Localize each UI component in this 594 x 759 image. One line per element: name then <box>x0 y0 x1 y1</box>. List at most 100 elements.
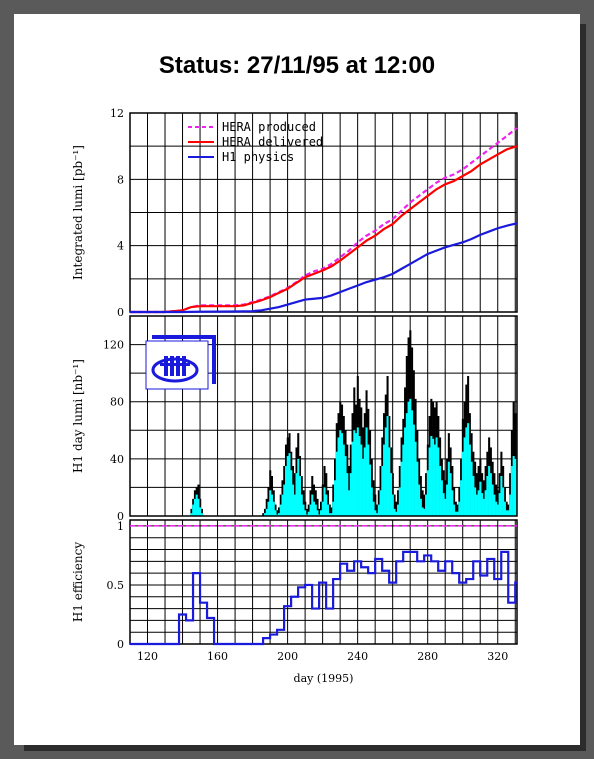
day-lumi-cyan-bar <box>339 430 342 516</box>
day-lumi-cyan-bar <box>453 504 456 516</box>
day-lumi-cyan-bar <box>265 508 268 516</box>
day-lumi-cyan-bar <box>509 494 512 516</box>
day-lumi-cyan-bar <box>423 508 426 516</box>
day-lumi-cyan-bar <box>393 508 396 516</box>
day-lumi-bar <box>395 501 398 516</box>
day-lumi-cyan-bar <box>409 398 412 516</box>
x-tick-label: 200 <box>277 650 298 663</box>
day-lumi-cyan-bar <box>383 444 386 516</box>
day-lumi-bar <box>327 490 330 516</box>
day-lumi-bar <box>496 490 499 516</box>
series-line-h1-physics <box>130 222 518 314</box>
series-line-hera-produced <box>130 127 518 314</box>
day-lumi-cyan-bar <box>193 498 196 516</box>
day-lumi-cyan-bar <box>377 504 380 516</box>
day-lumi-cyan-bar <box>449 473 452 516</box>
day-lumi-cyan-bar <box>388 447 391 516</box>
legend-entry-label: HERA delivered <box>222 135 323 149</box>
day-lumi-cyan-bar <box>286 456 289 516</box>
day-lumi-cyan-bar <box>309 504 312 516</box>
y-tick-label: 12 <box>110 107 124 120</box>
day-lumi-cyan-bar <box>384 427 387 516</box>
day-lumi-cyan-bar <box>502 487 505 516</box>
y-tick-label: 0 <box>117 306 124 319</box>
day-lumi-cyan-bar <box>416 461 419 516</box>
day-lumi-cyan-bar <box>491 484 494 516</box>
day-lumi-cyan-bar <box>288 453 291 516</box>
day-lumi-cyan-bar <box>353 430 356 516</box>
day-lumi-bar <box>277 507 281 516</box>
day-lumi-bar <box>421 490 424 516</box>
day-lumi-bar <box>495 484 498 516</box>
day-lumi-bar <box>309 490 312 516</box>
y-tick-label: 120 <box>103 339 124 352</box>
day-lumi-cyan-bar <box>298 476 302 516</box>
day-lumi-cyan-bar <box>344 456 347 516</box>
chart-title: Status: 27/11/95 at 12:00 <box>158 52 436 79</box>
day-lumi-cyan-bar <box>460 480 463 516</box>
day-lumi-bar <box>456 504 459 516</box>
day-lumi-cyan-bar <box>458 501 461 516</box>
y-tick-label: 0 <box>117 638 124 651</box>
x-tick-label: 320 <box>487 650 508 663</box>
day-lumi-bar <box>397 490 400 516</box>
day-lumi-cyan-bar <box>439 466 442 516</box>
day-lumi-cyan-bar <box>195 494 198 516</box>
day-lumi-bar <box>302 490 305 516</box>
day-lumi-cyan-bar <box>290 470 293 516</box>
day-lumi-cyan-bar <box>335 451 338 516</box>
day-lumi-cyan-bar <box>349 473 352 516</box>
day-lumi-bar <box>509 473 512 516</box>
day-lumi-cyan-bar <box>456 511 459 516</box>
day-lumi-cyan-bar <box>400 461 403 516</box>
day-lumi-cyan-bar <box>404 427 407 516</box>
x-tick-label: 160 <box>207 650 228 663</box>
day-lumi-cyan-bar <box>470 461 473 516</box>
day-lumi-cyan-bar <box>474 487 477 516</box>
day-lumi-cyan-bar <box>426 470 429 516</box>
day-lumi-cyan-bar <box>477 490 480 516</box>
day-lumi-cyan-bar <box>341 433 344 516</box>
day-lumi-cyan-bar <box>337 437 340 516</box>
day-lumi-cyan-bar <box>376 513 379 516</box>
day-lumi-cyan-bar <box>446 484 449 516</box>
day-lumi-cyan-bar <box>304 510 307 516</box>
y-tick-label: 0.5 <box>107 579 125 592</box>
logo-corner-bar <box>152 335 216 384</box>
day-lumi-cyan-bar <box>346 473 349 516</box>
day-lumi-cyan-bar <box>472 476 475 516</box>
legend-entry-label: H1 physics <box>222 150 294 164</box>
day-lumi-cyan-bar <box>463 437 466 516</box>
day-lumi-cyan-bar <box>465 427 468 516</box>
day-lumi-cyan-bar <box>433 444 436 516</box>
day-lumi-bar <box>321 484 324 516</box>
day-lumi-bar <box>276 510 279 516</box>
page-shadow-right <box>580 24 586 751</box>
day-lumi-bar <box>505 501 508 516</box>
y-tick-label: 8 <box>117 173 124 186</box>
day-lumi-cyan-bar <box>475 494 478 516</box>
day-lumi-cyan-bar <box>314 504 317 516</box>
day-lumi-cyan-bar <box>295 473 298 516</box>
day-lumi-cyan-bar <box>481 493 484 516</box>
day-lumi-bar <box>425 473 428 516</box>
day-lumi-cyan-bar <box>493 494 496 516</box>
day-lumi-cyan-bar <box>321 501 324 516</box>
day-lumi-bar <box>305 508 309 516</box>
y-axis-label-efficiency: H1 efficiency <box>71 542 85 622</box>
day-lumi-cyan-bar <box>367 444 370 516</box>
day-lumi-cyan-bar <box>263 513 267 516</box>
day-lumi-cyan-bar <box>365 427 368 516</box>
y-axis-label-integrated: Integrated lumi [pb⁻¹] <box>71 145 85 280</box>
day-lumi-cyan-bar <box>312 501 316 516</box>
day-lumi-cyan-bar <box>432 438 435 516</box>
day-lumi-cyan-bar <box>281 494 284 516</box>
day-lumi-cyan-bar <box>279 504 282 516</box>
day-lumi-cyan-bar <box>498 493 501 516</box>
day-lumi-cyan-bar <box>495 501 498 516</box>
day-lumi-cyan-bar <box>468 444 471 516</box>
day-lumi-cyan-bar <box>489 473 492 516</box>
day-lumi-cyan-bar <box>311 494 314 516</box>
day-lumi-cyan-bar <box>197 498 200 516</box>
